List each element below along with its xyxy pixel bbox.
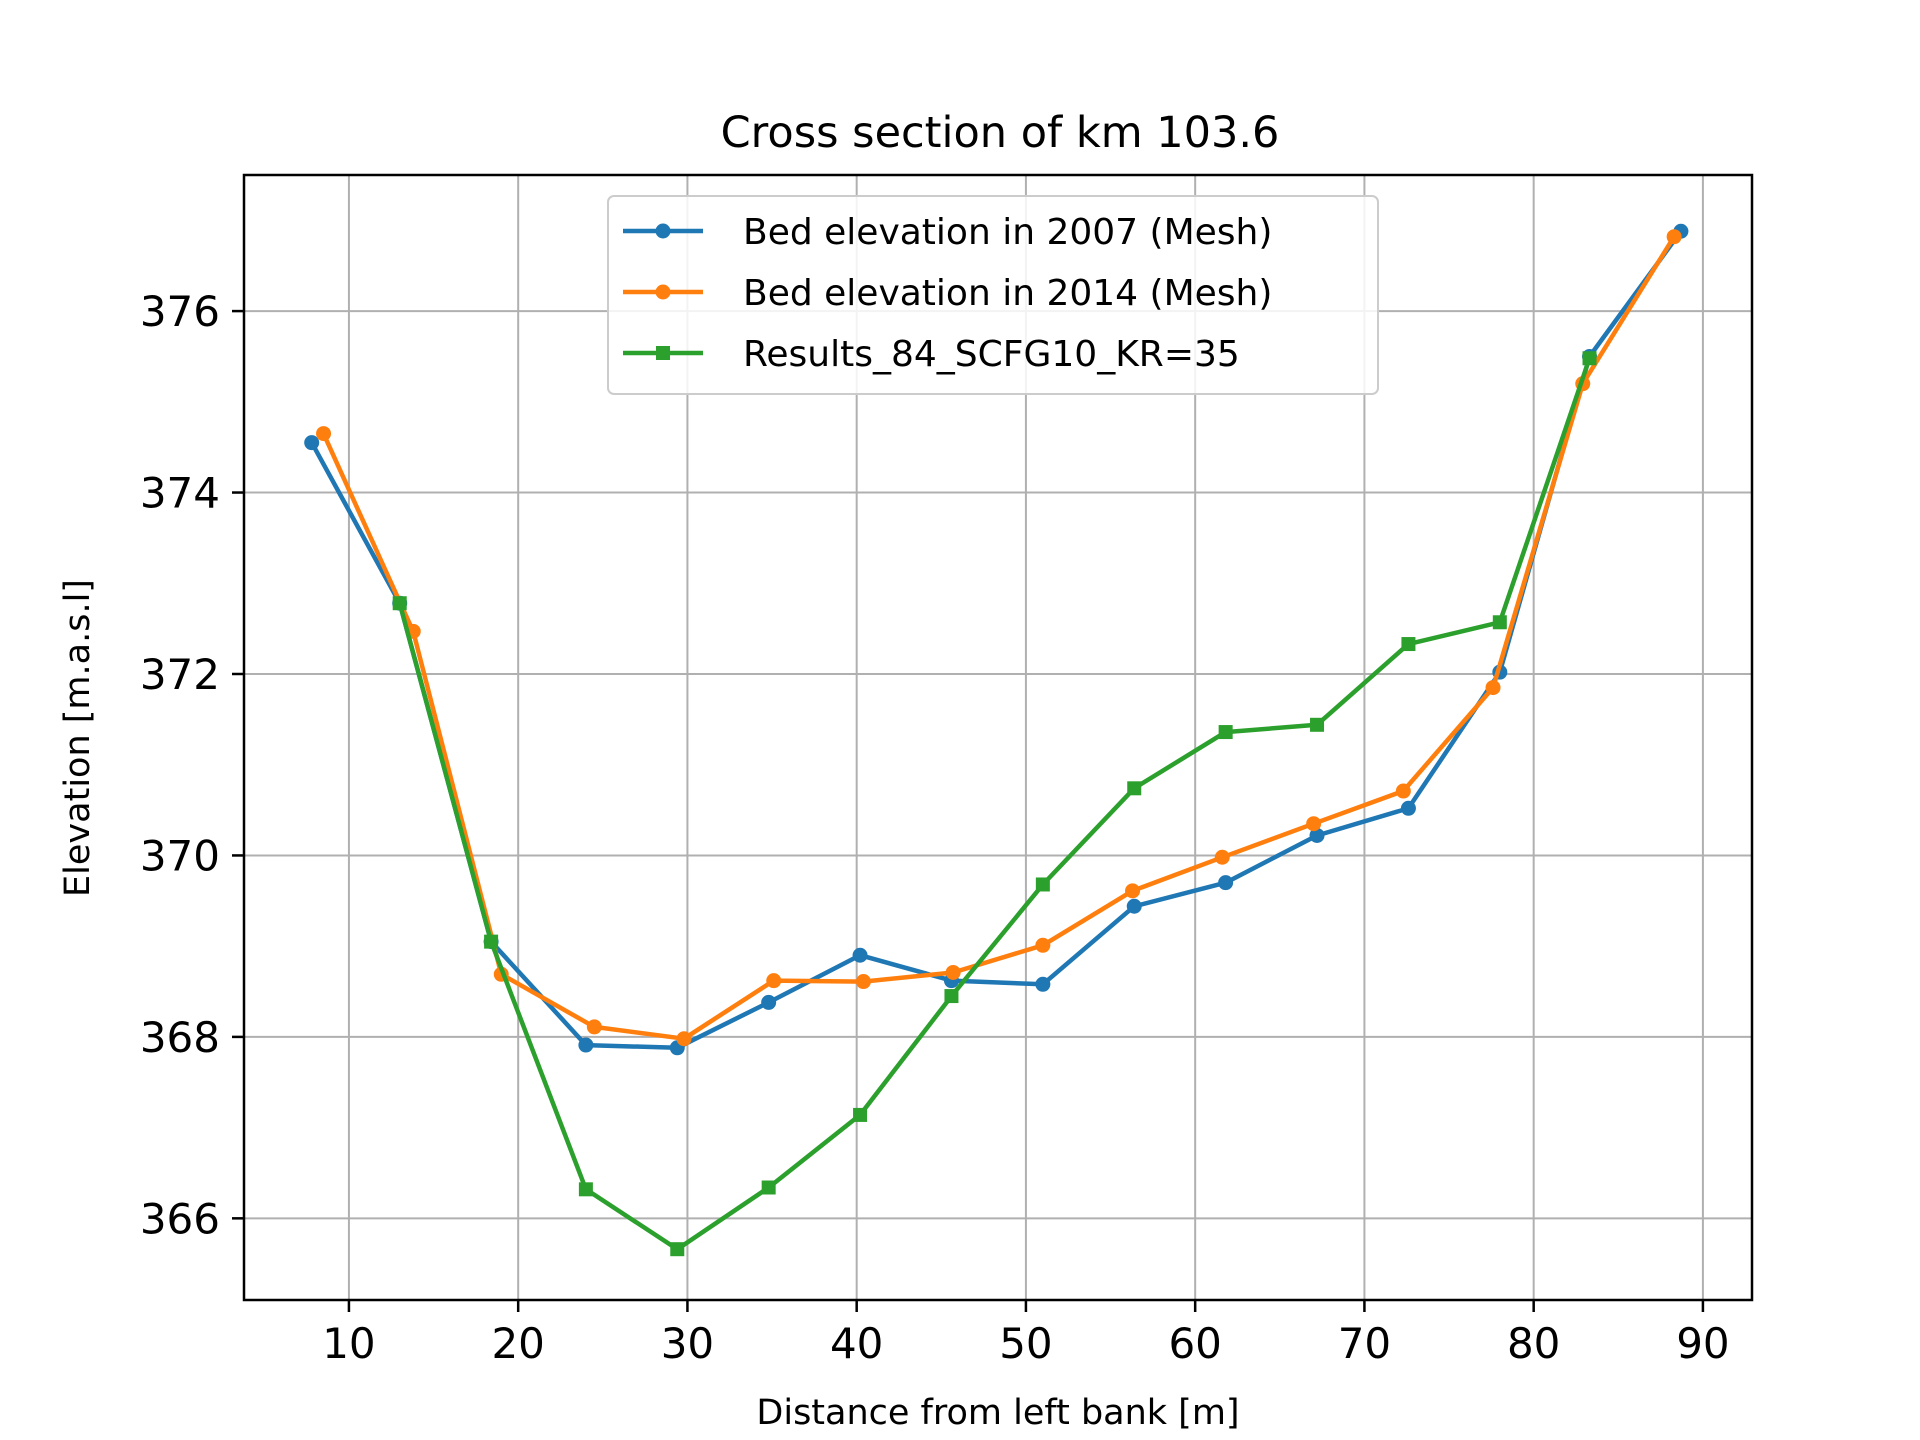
data-point [1485, 680, 1501, 696]
legend-entry: Bed elevation in 2007 (Mesh) [623, 212, 1272, 253]
data-point [944, 989, 959, 1004]
data-point [1126, 898, 1142, 914]
x-tick-label: 80 [1507, 1319, 1560, 1368]
x-tick-label: 60 [1168, 1319, 1221, 1368]
data-point [392, 596, 407, 611]
data-point [855, 974, 871, 990]
data-point [578, 1037, 594, 1053]
data-point [676, 1031, 692, 1047]
legend-label: Bed elevation in 2014 (Mesh) [743, 273, 1272, 314]
data-point [1214, 849, 1230, 865]
data-point [1309, 827, 1325, 843]
series-line [321, 235, 1677, 1041]
series-3 [392, 351, 1597, 1257]
y-tick-label: 366 [140, 1194, 220, 1243]
data-point [945, 964, 961, 980]
data-point [761, 1180, 776, 1195]
plot-series [304, 223, 1689, 1257]
legend-marker [655, 284, 671, 300]
legend-entry: Results_84_SCFG10_KR=35 [623, 334, 1240, 375]
data-point [853, 1107, 868, 1122]
x-tick-label: 70 [1338, 1319, 1391, 1368]
data-point [1400, 800, 1416, 816]
x-tick-label: 30 [661, 1319, 714, 1368]
data-point [1492, 615, 1507, 630]
y-tick-label: 372 [140, 650, 220, 699]
y-tick-label: 374 [140, 469, 220, 518]
data-point [586, 1019, 602, 1035]
data-point [1395, 783, 1411, 799]
y-axis-label: Elevation [m.a.s.l] [58, 579, 98, 897]
y-tick-label: 376 [140, 287, 220, 336]
y-tick-label: 370 [140, 831, 220, 880]
data-point [1401, 637, 1416, 652]
legend-entry: Bed elevation in 2014 (Mesh) [623, 273, 1272, 314]
data-point [1666, 229, 1682, 245]
axis-ticks: 10 20 30 40 50 60 70 80 90 366 368 370 372 374 376 [140, 287, 1730, 1368]
legend-marker [656, 346, 670, 360]
data-point [484, 934, 499, 949]
data-point [1035, 877, 1050, 892]
data-point [1035, 937, 1051, 953]
x-tick-label: 10 [322, 1319, 375, 1368]
x-axis-label: Distance from left bank [m] [756, 1393, 1239, 1433]
data-point [1218, 875, 1234, 891]
data-point [1582, 351, 1597, 366]
data-point [1127, 781, 1142, 796]
data-point [1125, 883, 1141, 899]
x-tick-label: 40 [830, 1319, 883, 1368]
y-tick-label: 368 [140, 1013, 220, 1062]
x-tick-label: 50 [999, 1319, 1052, 1368]
data-point [578, 1182, 593, 1197]
x-tick-label: 90 [1676, 1319, 1729, 1368]
data-point [670, 1242, 685, 1257]
data-point [316, 426, 332, 442]
data-point [766, 973, 782, 989]
legend-box [607, 195, 1379, 395]
data-point [852, 947, 868, 963]
data-point [1218, 725, 1233, 740]
series-line [397, 357, 1592, 1252]
data-point [1035, 976, 1051, 992]
data-point [1310, 717, 1325, 732]
data-point [304, 435, 320, 451]
legend: Bed elevation in 2007 (Mesh) Bed elevatio… [607, 195, 1379, 395]
data-point [761, 994, 777, 1010]
x-tick-label: 20 [491, 1319, 544, 1368]
chart-title: Cross section of km 103.6 [721, 108, 1280, 158]
legend-label: Bed elevation in 2007 (Mesh) [743, 212, 1272, 253]
data-point [1306, 816, 1322, 832]
legend-marker [655, 223, 671, 239]
legend-label: Results_84_SCFG10_KR=35 [743, 334, 1240, 375]
plot-frame [242, 173, 1754, 1302]
